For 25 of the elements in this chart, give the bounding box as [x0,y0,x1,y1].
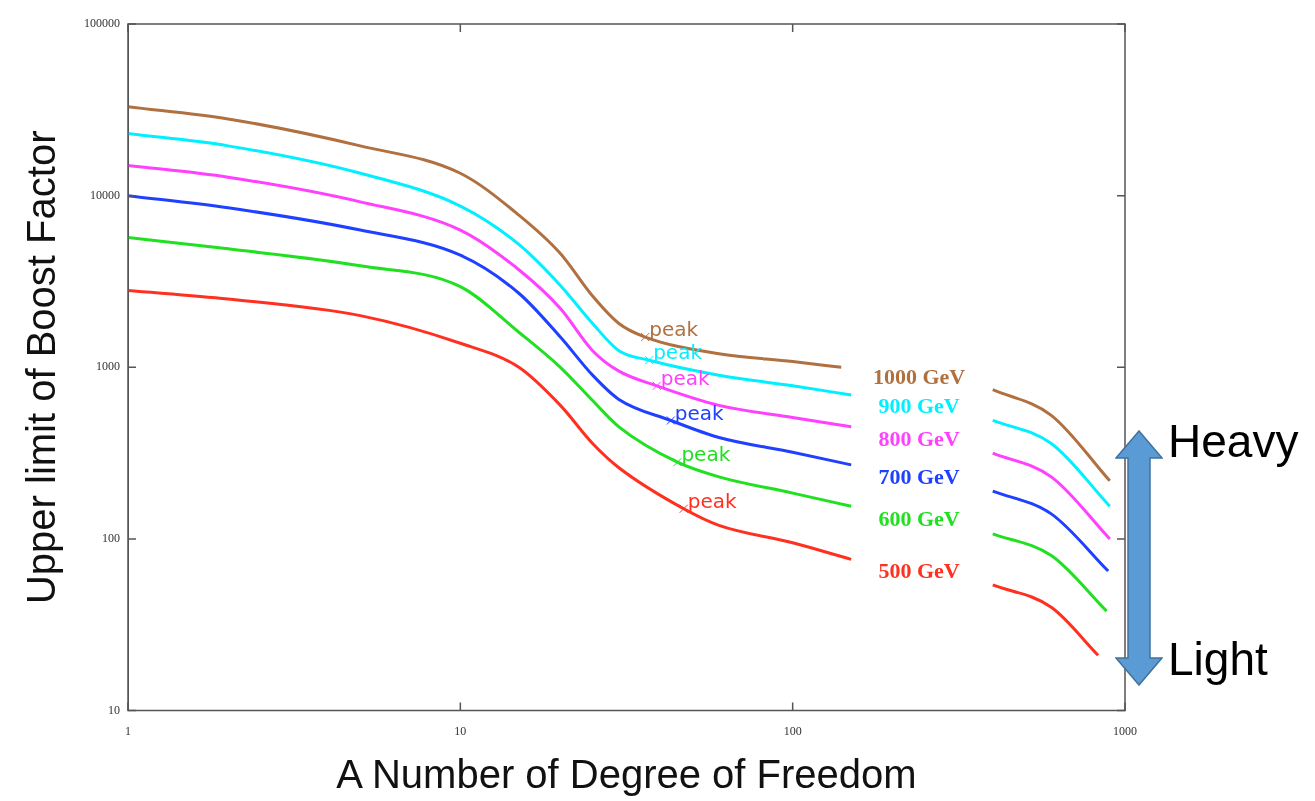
text: Heavy [1168,415,1299,467]
y-tick-label: 100 [102,531,120,546]
annotation: peak [674,400,725,425]
series-label: 1000 GeV [872,364,966,390]
text: Light [1168,633,1268,685]
series-label: 700 GeV [878,463,960,489]
annotation: peak [653,340,703,365]
x-tick-label: 100 [783,723,802,738]
series-label: 500 GeV [878,557,960,583]
x-tick-label: 1000 [1113,723,1137,738]
series-label: 800 GeV [878,425,960,451]
x-tick-label: 1 [125,723,131,738]
y-tick-label: 100000 [84,16,120,31]
annotation: peak [660,366,711,391]
annotation: peak [649,317,699,342]
series-label: 900 GeV [878,393,960,419]
y-axis-title: Upper limit of Boost Factor [19,130,64,605]
annotation: peak [681,442,731,467]
y-tick-label: 10000 [90,187,120,202]
series-label: 600 GeV [878,505,960,531]
x-axis-title: A Number of Degree of Freedom [336,752,917,797]
y-tick-label: 1000 [96,359,120,374]
x-tick-label: 10 [454,723,467,738]
annotation: peak [687,488,737,513]
y-tick-label: 10 [108,702,120,717]
